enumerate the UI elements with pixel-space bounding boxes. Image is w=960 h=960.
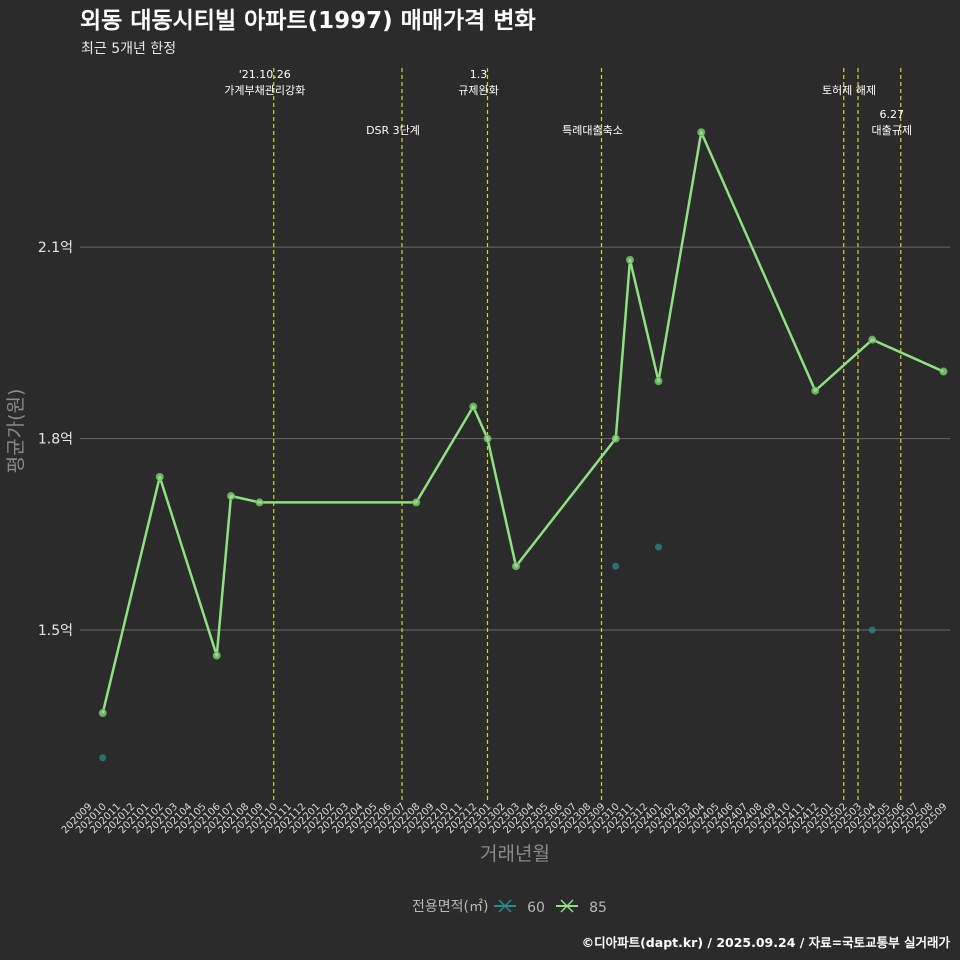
series-85-point — [868, 335, 877, 344]
series-85-point — [483, 434, 492, 443]
series-85-point — [626, 255, 634, 264]
event-label: 6.27 — [880, 108, 905, 121]
event-label: DSR 3단계 — [366, 124, 420, 137]
series-85-point — [212, 651, 221, 660]
series-85-point — [939, 367, 948, 376]
event-label: '21.10.26 — [239, 68, 291, 81]
series-85-point — [412, 498, 421, 507]
series-85-point — [227, 492, 235, 501]
gridlines — [80, 246, 950, 631]
legend: 전용면적(㎡) 60 85 — [412, 899, 607, 916]
series-85-point — [155, 472, 164, 481]
source-caption: ©디아파트(dapt.kr) / 2025.09.24 / 자료=국토교통부 실… — [582, 935, 951, 950]
series-85-point — [512, 562, 520, 571]
event-label: 대출규제 — [872, 124, 912, 137]
series-85-point — [654, 377, 663, 386]
series-85-point — [469, 402, 478, 411]
data-series — [98, 128, 948, 762]
series-60-point — [612, 562, 620, 570]
y-tick-label: 2.1억 — [38, 240, 73, 256]
series-85-point — [255, 498, 264, 507]
event-label: 토허제 해제 — [822, 83, 876, 97]
x-axis-title: 거래년월 — [480, 843, 550, 865]
series-85-line — [101, 130, 945, 714]
series-85-point — [611, 434, 620, 443]
chart-subtitle: 최근 5개년 한정 — [81, 41, 176, 57]
legend-swatch-mark — [560, 899, 574, 913]
y-axis-ticks: 1.5억 1.8억 2.1억 — [38, 240, 73, 639]
y-axis-title: 평균가(원) — [5, 389, 27, 474]
event-label: 1.3 — [470, 68, 488, 81]
series-85-point — [697, 128, 706, 137]
y-tick-label: 1.8억 — [38, 432, 73, 448]
series-60-point — [655, 543, 662, 551]
legend-swatch-mark — [498, 899, 512, 913]
chart-title: 외동 대동시티빌 아파트(1997) 매매가격 변화 — [80, 8, 536, 34]
y-tick-label: 1.5억 — [38, 623, 73, 639]
series-60-point — [868, 626, 876, 634]
series-85-point — [811, 386, 820, 395]
legend-title: 전용면적(㎡) — [412, 899, 488, 915]
legend-entry-label: 60 — [527, 900, 545, 916]
x-axis-ticks: 2020092020102020112020122021012021022021… — [60, 801, 950, 836]
series-60-point — [99, 754, 107, 762]
legend-entry-label: 85 — [589, 900, 607, 916]
event-label: 특례대출축소 — [562, 124, 623, 137]
event-label: 규제완화 — [458, 84, 498, 97]
event-label: 가계부채관리강화 — [224, 84, 305, 97]
series-85-point — [98, 709, 107, 718]
